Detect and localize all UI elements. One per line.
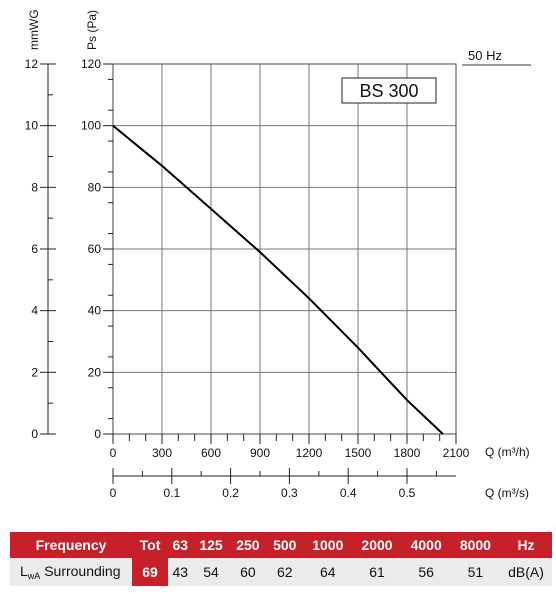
- y-mmwg-tick-label: 2: [31, 365, 38, 379]
- band-header: 1000: [303, 532, 353, 558]
- unit-value: dB(A): [500, 558, 552, 586]
- y-pa-tick-label: 120: [81, 57, 101, 71]
- x-axis-m3h-label: Q (m³/h): [485, 445, 530, 459]
- x-m3h-tick-label: 300: [152, 446, 172, 460]
- band-value: 60: [229, 558, 267, 586]
- x-axis-m3h: 0 300 600 900 1200 1500 1800 2100: [110, 434, 470, 460]
- x-m3s-tick-label: 0.4: [340, 486, 357, 500]
- x-m3s-tick-label: 0: [110, 486, 117, 500]
- y-mmwg-tick-label: 0: [31, 427, 38, 441]
- band-header: 125: [192, 532, 230, 558]
- y-mmwg-tick-label: 8: [31, 180, 38, 194]
- y-mmwg-tick-label: 6: [31, 242, 38, 256]
- y-mmwg-tick-label: 12: [25, 57, 39, 71]
- band-header: 63: [168, 532, 193, 558]
- model-label: BS 300: [359, 81, 418, 101]
- y-pa-tick-label: 60: [88, 242, 102, 256]
- fan-curve-series: [112, 124, 444, 435]
- row-label-l: L: [20, 563, 28, 579]
- y-axis-pa-label: Ps (Pa): [85, 10, 99, 50]
- band-header: 500: [266, 532, 304, 558]
- y-pa-tick-label: 20: [88, 365, 102, 379]
- y-pa-tick-label: 80: [88, 180, 102, 194]
- x-m3s-tick-label: 0.3: [281, 486, 298, 500]
- fan-curve-chart: 0 20 40 60 80 100 120 0 2 4 6 8 10 12 0 300 600 900 1200…: [25, 9, 531, 500]
- y-mmwg-tick-label: 10: [25, 119, 39, 133]
- row-label: LwA Surrounding: [10, 558, 132, 586]
- band-header: 2000: [352, 532, 402, 558]
- y-pa-tick-label: 40: [88, 304, 102, 318]
- x-m3s-tick-label: 0.5: [399, 486, 416, 500]
- x-m3h-tick-label: 1800: [394, 446, 421, 460]
- frequency-header: Frequency: [10, 532, 132, 558]
- y-pa-tick-label: 100: [81, 119, 101, 133]
- band-value: 62: [266, 558, 304, 586]
- y-mmwg-tick-label: 4: [31, 304, 38, 318]
- model-label-box: [341, 77, 437, 104]
- chart-grid: [112, 63, 457, 435]
- x-m3h-tick-label: 900: [250, 446, 270, 460]
- table-value-row: LwA Surrounding 69 43 54 60 62 64 61 56 …: [10, 558, 552, 586]
- x-m3h-tick-label: 1500: [345, 446, 372, 460]
- y-axis-mmwg-label: mmWG: [27, 9, 41, 50]
- frequency-label: 50 Hz: [468, 48, 502, 63]
- band-value: 43: [168, 558, 193, 586]
- x-axis-m3s-label: Q (m³/s): [485, 486, 529, 500]
- y-axis-pa: 0 20 40 60 80 100 120: [81, 57, 113, 441]
- table-header-row: Frequency Tot 63 125 250 500 1000 2000 4…: [10, 532, 552, 558]
- band-value: 51: [450, 558, 500, 586]
- sound-data-table: Frequency Tot 63 125 250 500 1000 2000 4…: [10, 532, 552, 586]
- band-header: 8000: [450, 532, 500, 558]
- x-axis-m3s: 0 0.1 0.2 0.3 0.4 0.5: [110, 468, 456, 500]
- band-header: 4000: [401, 532, 451, 558]
- band-value: 61: [352, 558, 402, 586]
- x-m3h-tick-label: 600: [201, 446, 221, 460]
- x-m3s-tick-label: 0.2: [222, 486, 239, 500]
- row-label-subscript: wA: [27, 571, 41, 581]
- x-m3h-tick-label: 1200: [296, 446, 323, 460]
- band-value: 54: [192, 558, 230, 586]
- band-value: 64: [303, 558, 353, 586]
- x-m3h-tick-label: 2100: [443, 446, 470, 460]
- x-m3s-tick-label: 0.1: [163, 486, 180, 500]
- tot-header: Tot: [132, 532, 168, 558]
- band-header: 250: [229, 532, 267, 558]
- y-axis-mmwg: 0 2 4 6 8 10 12: [25, 57, 56, 441]
- unit-header: Hz: [500, 532, 552, 558]
- tot-value: 69: [132, 558, 168, 586]
- x-m3h-tick-label: 0: [110, 446, 117, 460]
- band-value: 56: [401, 558, 451, 586]
- row-label-rest: Surrounding: [40, 563, 121, 579]
- y-pa-tick-label: 0: [94, 427, 101, 441]
